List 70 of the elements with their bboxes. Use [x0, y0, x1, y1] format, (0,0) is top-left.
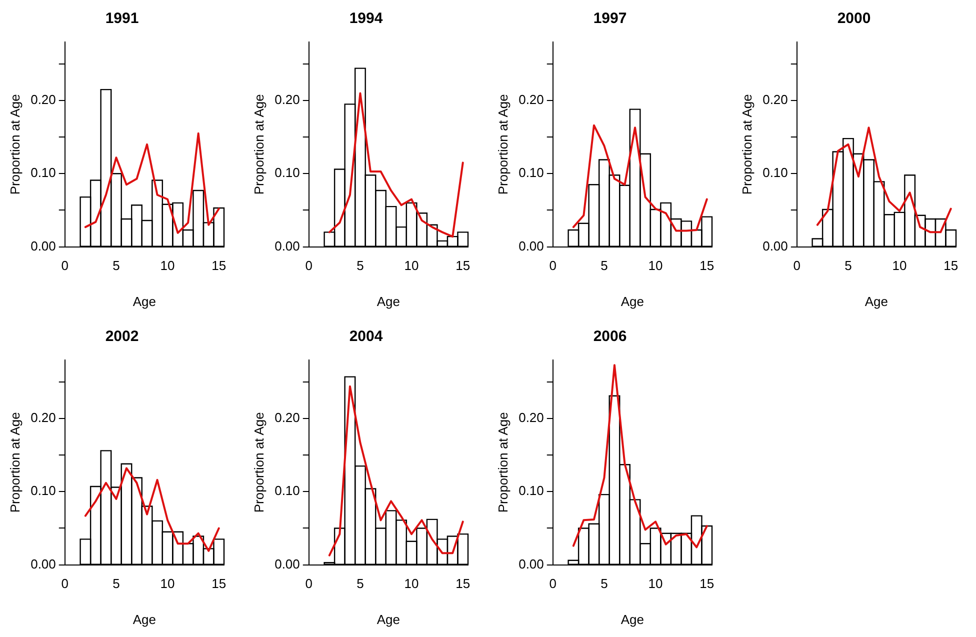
y-tick-label: 0.20 [762, 92, 788, 108]
x-tick-label: 10 [160, 576, 175, 592]
x-tick-label: 0 [305, 258, 313, 274]
x-tick-label: 10 [160, 258, 175, 274]
x-tick-label: 5 [112, 258, 120, 274]
y-tick-label: 0.20 [518, 410, 544, 426]
x-tick-label: 15 [212, 576, 226, 592]
y-tick-label: 0.00 [274, 556, 300, 572]
y-tick-label: 0.10 [762, 165, 788, 180]
x-tick-label: 0 [549, 258, 557, 274]
y-tick-label: 0.00 [518, 556, 544, 572]
x-axis-title: Age [376, 612, 400, 627]
chart-title: 1994 [348, 10, 384, 27]
y-axis-title: Proportion at Age [251, 94, 266, 195]
x-axis-title: Age [132, 294, 156, 309]
y-axis-title: Proportion at Age [7, 412, 22, 513]
y-tick-label: 0.00 [30, 238, 56, 254]
chart-title: 2004 [348, 328, 384, 345]
x-axis-title: Age [376, 294, 400, 309]
x-tick-label: 5 [356, 258, 364, 274]
x-axis-title: Age [864, 294, 888, 309]
chart-title: 2002 [104, 328, 140, 345]
chart-title: 1997 [592, 10, 628, 27]
x-tick-label: 5 [356, 576, 364, 592]
x-tick-label: 10 [892, 258, 907, 274]
x-axis-title: Age [620, 294, 644, 309]
x-tick-label: 15 [700, 576, 714, 592]
y-axis-title: Proportion at Age [251, 412, 266, 513]
y-tick-label: 0.20 [30, 410, 56, 426]
x-tick-label: 0 [549, 576, 557, 592]
y-axis-title: Proportion at Age [495, 412, 510, 513]
x-tick-label: 5 [600, 576, 608, 592]
x-tick-label: 0 [793, 258, 801, 274]
x-tick-label: 15 [456, 576, 470, 592]
x-tick-label: 0 [305, 576, 313, 592]
y-tick-label: 0.10 [518, 165, 544, 180]
chart-title: 2006 [592, 328, 628, 345]
y-tick-label: 0.10 [274, 483, 300, 498]
y-tick-label: 0.00 [518, 238, 544, 254]
y-tick-label: 0.10 [518, 483, 544, 498]
x-tick-label: 10 [648, 576, 663, 592]
y-tick-label: 0.00 [762, 238, 788, 254]
y-tick-label: 0.20 [274, 92, 300, 108]
y-tick-label: 0.10 [274, 165, 300, 180]
x-tick-label: 15 [456, 258, 470, 274]
x-tick-label: 5 [844, 258, 852, 274]
y-tick-label: 0.20 [518, 92, 544, 108]
x-tick-label: 15 [944, 258, 958, 274]
y-tick-label: 0.10 [30, 165, 56, 180]
x-axis-title: Age [132, 612, 156, 627]
y-tick-label: 0.20 [274, 410, 300, 426]
y-tick-label: 0.20 [30, 92, 56, 108]
chart-title: 1991 [104, 10, 140, 27]
x-tick-label: 10 [648, 258, 663, 274]
y-axis-title: Proportion at Age [495, 94, 510, 195]
chart-title: 2000 [836, 10, 872, 27]
x-axis-title: Age [620, 612, 644, 627]
y-axis-title: Proportion at Age [739, 94, 754, 195]
x-tick-label: 15 [700, 258, 714, 274]
y-axis-title: Proportion at Age [7, 94, 22, 195]
x-tick-label: 10 [404, 258, 419, 274]
y-tick-label: 0.10 [30, 483, 56, 498]
x-tick-label: 0 [61, 576, 69, 592]
y-tick-label: 0.00 [30, 556, 56, 572]
x-tick-label: 10 [404, 576, 419, 592]
y-tick-label: 0.00 [274, 238, 300, 254]
x-tick-label: 5 [112, 576, 120, 592]
x-tick-label: 0 [61, 258, 69, 274]
x-tick-label: 15 [212, 258, 226, 274]
x-tick-label: 5 [600, 258, 608, 274]
